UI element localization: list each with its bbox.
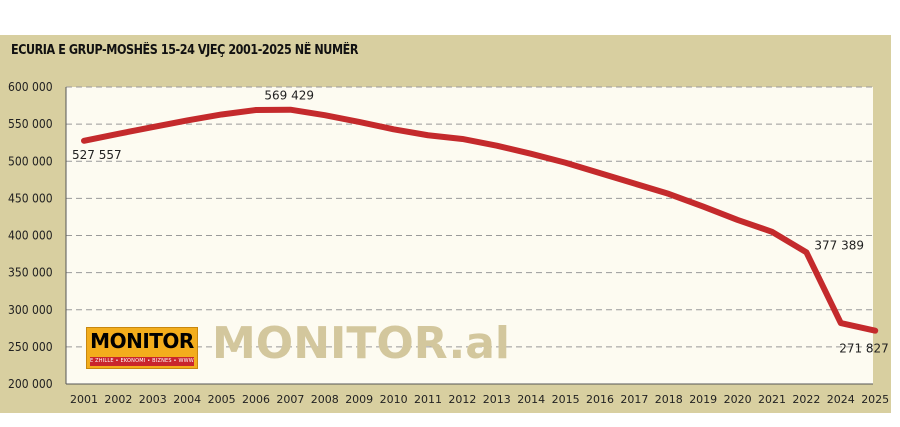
x-tick-label: 2025 [861,393,889,406]
gridlines [66,86,873,348]
x-tick-label: 2020 [724,393,752,406]
x-tick-label: 2015 [552,393,580,406]
y-axis-ticks: 200 000 250 000 300 000 350 000 400 000 450 0… [8,80,53,391]
data-label: 377 389 [814,238,864,252]
x-tick-label: 2007 [276,393,304,406]
x-tick-label: 2009 [345,393,373,406]
x-axis-ticks: 2001 2002 2003 2004 2005 2006 2007 2008 2009 2010… [70,393,889,406]
x-tick-label: 2010 [380,393,408,406]
x-tick-label: 2001 [70,393,98,406]
x-tick-label: 2022 [792,393,820,406]
data-label: 271 827 [839,342,889,356]
series-line [81,106,879,334]
data-label: 527 557 [72,148,122,162]
logo-subtext: E ZHILLE • EKONOMI • BIZNES • WWW.MONITO… [90,357,194,366]
monitor-logo: MONITOR E ZHILLE • EKONOMI • BIZNES • WW… [86,327,198,369]
x-tick-label: 2014 [517,393,545,406]
x-tick-label: 2004 [173,393,201,406]
y-tick-label: 350 000 [8,266,53,280]
x-tick-label: 2024 [827,393,855,406]
x-tick-label: 2011 [414,393,442,406]
x-tick-label: 2013 [483,393,511,406]
y-tick-label: 450 000 [8,191,53,205]
x-tick-label: 2019 [689,393,717,406]
x-tick-label: 2006 [242,393,270,406]
data-label: 569 429 [264,89,314,103]
y-tick-label: 600 000 [8,80,53,94]
x-tick-label: 2003 [139,393,167,406]
y-tick-label: 400 000 [8,229,53,243]
x-tick-label: 2021 [758,393,786,406]
data-labels: 527 557 569 429 377 389 271 827 [72,89,889,356]
y-tick-label: 250 000 [8,340,53,354]
x-tick-label: 2008 [311,393,339,406]
x-tick-label: 2012 [448,393,476,406]
x-tick-label: 2018 [655,393,683,406]
x-tick-label: 2002 [104,393,132,406]
x-tick-label: 2016 [586,393,614,406]
axes [65,87,873,385]
chart-title: ECURIA E GRUP-MOSHËS 15-24 VJEÇ 2001-202… [11,43,359,58]
x-tick-label: 2017 [620,393,648,406]
watermark: MONITOR.al [212,318,510,369]
y-tick-label: 550 000 [8,117,53,131]
y-tick-label: 500 000 [8,154,53,168]
y-tick-label: 300 000 [8,303,53,317]
x-tick-label: 2005 [208,393,236,406]
logo-text: MONITOR [90,329,194,353]
series-layer [81,106,879,334]
y-tick-label: 200 000 [8,377,53,391]
